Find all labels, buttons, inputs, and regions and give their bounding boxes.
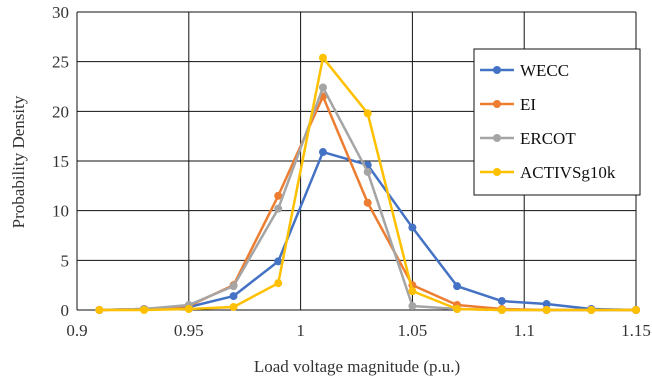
gridlines	[76, 11, 637, 311]
y-tick-label: 20	[52, 102, 69, 121]
legend-swatch-marker	[493, 168, 501, 176]
data-point	[542, 300, 551, 309]
data-point	[318, 53, 327, 62]
y-tick-label: 0	[61, 301, 70, 320]
data-point	[497, 297, 506, 306]
legend-swatch-marker	[493, 66, 501, 74]
data-point	[274, 279, 283, 288]
legend-swatch-marker	[493, 134, 501, 142]
data-point	[318, 83, 327, 92]
data-point	[453, 305, 462, 314]
legend-label: ACTIVSg10k	[520, 163, 616, 182]
legend-label: EI	[520, 95, 536, 114]
legend-item: EI	[480, 95, 536, 114]
data-point	[274, 204, 283, 213]
data-point	[363, 198, 372, 207]
data-point	[274, 257, 283, 266]
y-axis-title: Probability Density	[9, 95, 28, 228]
data-point	[274, 191, 283, 200]
x-tick-label: 1.05	[398, 321, 428, 340]
y-tick-label: 5	[61, 251, 70, 270]
x-tick-label: 1	[296, 321, 305, 340]
data-point	[363, 109, 372, 118]
tick-labels: 0 5 10 15 20 25 30 0.9 0.95 1 1.05 1.1 1.15	[52, 3, 651, 340]
y-tick-label: 15	[52, 152, 69, 171]
x-tick-label: 0.95	[174, 321, 204, 340]
data-point	[587, 306, 596, 314]
series-lines	[95, 53, 640, 314]
legend-box	[473, 48, 641, 196]
data-point	[318, 148, 327, 157]
data-point	[95, 306, 104, 314]
data-point	[408, 287, 417, 296]
x-tick-label: 0.9	[66, 321, 87, 340]
data-point	[497, 306, 506, 314]
x-tick-label: 1.15	[621, 321, 651, 340]
data-point	[184, 305, 193, 314]
legend-label: ERCOT	[520, 129, 576, 148]
data-point	[229, 282, 238, 291]
series-activsg10k	[95, 53, 640, 314]
data-point	[229, 292, 238, 301]
data-point	[408, 302, 417, 311]
data-point	[229, 303, 238, 312]
data-point	[408, 223, 417, 232]
data-point	[542, 306, 551, 314]
legend-item: ERCOT	[480, 129, 576, 148]
y-tick-label: 10	[52, 202, 69, 221]
data-point	[632, 306, 640, 314]
legend-label: WECC	[520, 61, 569, 80]
legend: WECC EI ERCOT ACTIVSg10k	[473, 48, 641, 196]
legend-item: WECC	[480, 61, 569, 80]
y-tick-label: 30	[52, 3, 69, 22]
data-point	[140, 306, 149, 314]
y-tick-label: 25	[52, 53, 69, 72]
x-tick-label: 1.1	[514, 321, 535, 340]
legend-swatch-marker	[493, 100, 501, 108]
legend-item: ACTIVSg10k	[480, 163, 616, 182]
data-point	[453, 282, 462, 291]
x-axis-title: Load voltage magnitude (p.u.)	[254, 357, 460, 376]
data-point	[363, 167, 372, 176]
